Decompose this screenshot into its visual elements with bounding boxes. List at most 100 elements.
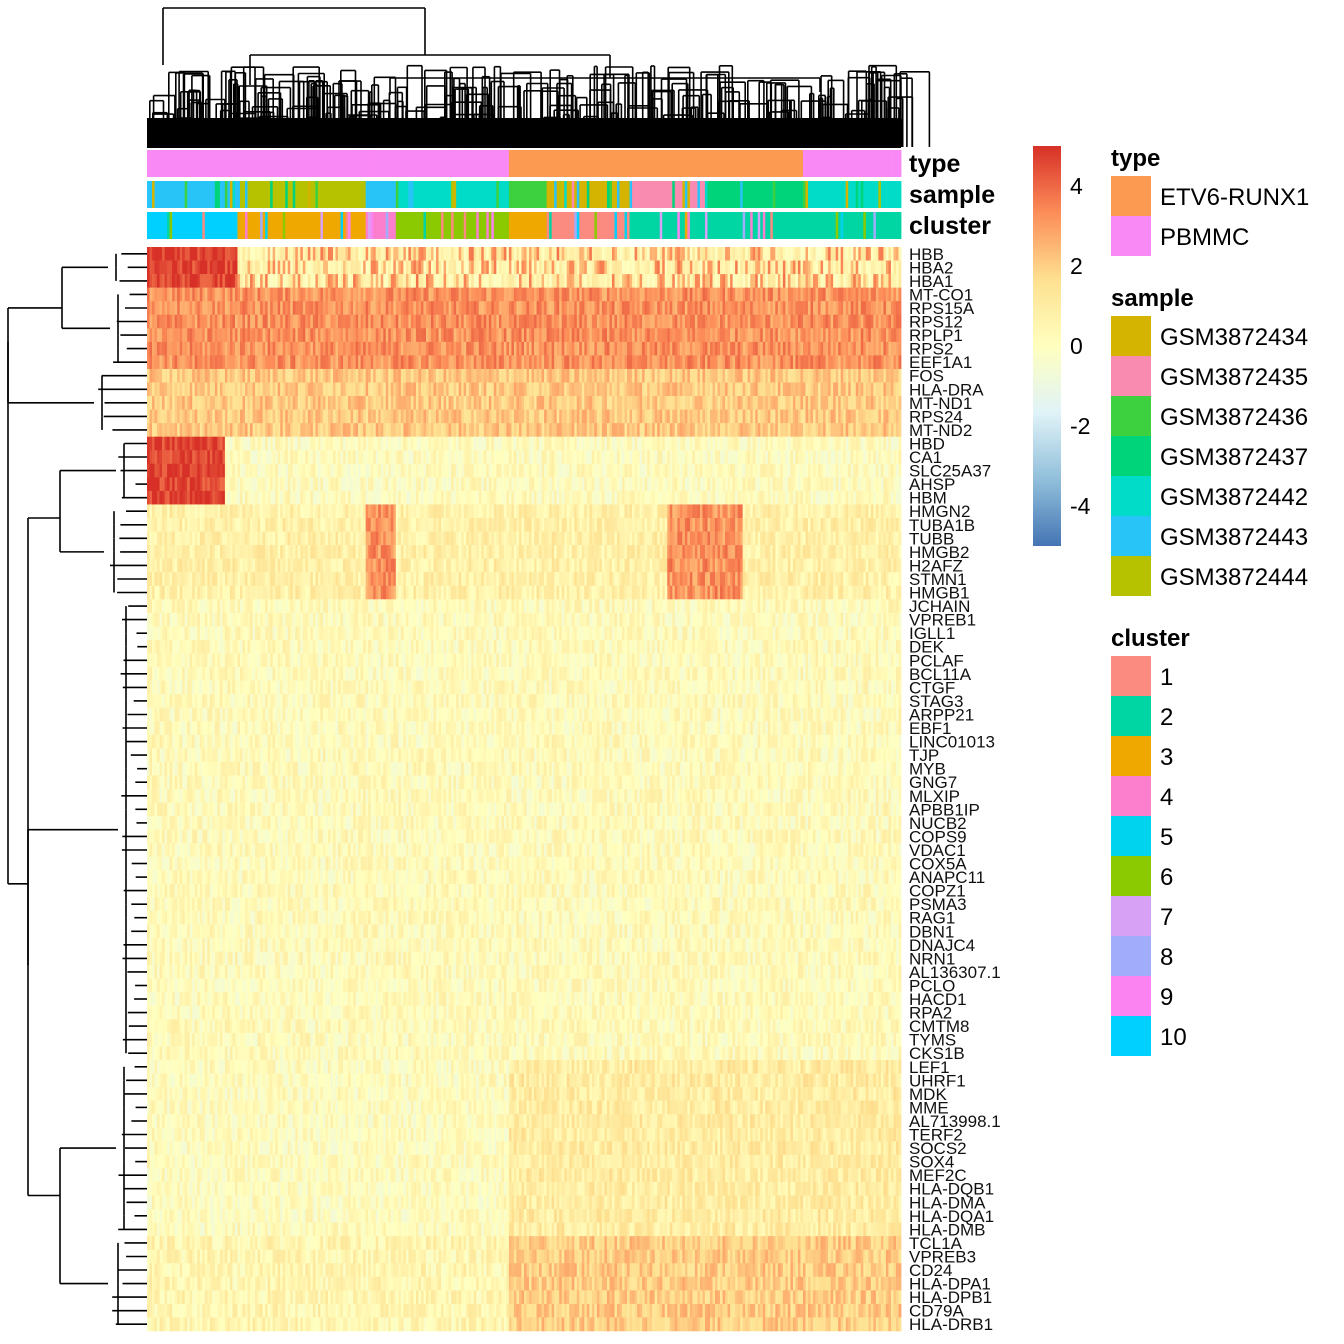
heatmap-cell [265,274,268,288]
heatmap-cell [831,288,834,302]
cluster-annotation-cell [828,212,831,239]
heatmap-cell [496,342,499,356]
cluster-annotation-cell [456,212,459,239]
heatmap-cell [622,328,625,342]
heatmap-cell [167,355,170,369]
heatmap-cell [775,315,778,329]
cluster-annotation-cell [675,212,678,239]
heatmap-cell [720,315,723,329]
heatmap-cell [846,328,849,342]
heatmap-cell [868,288,871,302]
heatmap-cell [323,247,326,261]
heatmap-cell [833,369,836,383]
heatmap-cell [592,328,595,342]
heatmap-cell [310,369,313,383]
sample-annotation-cell [328,181,331,208]
cluster-annotation-cell [893,212,896,239]
heatmap-cell [165,355,168,369]
heatmap-cell [408,315,411,329]
heatmap-cell [627,383,630,397]
heatmap-cell [813,274,816,288]
sample-annotation-cell [243,181,246,208]
heatmap-cell [444,355,447,369]
heatmap-cell [534,274,537,288]
sample-annotation-cell [439,181,442,208]
heatmap-cell [700,301,703,315]
type-annotation-cell [403,150,406,177]
heatmap-cell [710,342,713,356]
sample-annotation-cell [212,181,215,208]
heatmap-cell [645,369,648,383]
type-annotation-cell [805,150,808,177]
heatmap-cell [348,342,351,356]
heatmap-cell [831,369,834,383]
cluster-annotation-cell [730,212,733,239]
heatmap-cell [793,288,796,302]
heatmap-cell [456,301,459,315]
heatmap-cell [861,328,864,342]
heatmap-cell [393,274,396,288]
heatmap-cell [589,301,592,315]
heatmap-cell [532,301,535,315]
heatmap-cell [459,247,462,261]
heatmap-cell [476,301,479,315]
heatmap-cell [376,261,379,275]
heatmap-cell [635,369,638,383]
heatmap-cell [748,342,751,356]
heatmap-cell [187,328,190,342]
cluster-annotation-cell [288,212,291,239]
heatmap-cell [373,369,376,383]
heatmap-cell [853,328,856,342]
heatmap-cell [861,247,864,261]
heatmap-cell [765,301,768,315]
heatmap-cell [790,315,793,329]
type-annotation-cell [210,150,213,177]
sample-annotation-cell [529,181,532,208]
heatmap-cell [182,328,185,342]
sample-annotation-cell [579,181,582,208]
sample-annotation-cell [506,181,509,208]
heatmap-cell [539,247,542,261]
heatmap-cell [403,369,406,383]
sample-annotation-cell [562,181,565,208]
heatmap-cell [310,274,313,288]
heatmap-cell [778,355,781,369]
heatmap-cell [853,355,856,369]
type-annotation-cell [760,150,763,177]
sample-annotation-cell [253,181,256,208]
heatmap-cell [486,383,489,397]
heatmap-cell [592,261,595,275]
cluster-annotation-cell [851,212,854,239]
heatmap-cell [521,342,524,356]
heatmap-cell [275,274,278,288]
cluster-annotation-cell [240,212,243,239]
heatmap-cell [713,288,716,302]
heatmap-cell [579,342,582,356]
heatmap-cell [195,274,198,288]
type-annotation-cell [778,150,781,177]
heatmap-cell [258,369,261,383]
heatmap-cell [785,355,788,369]
heatmap-cell [416,342,419,356]
heatmap-cell [486,288,489,302]
heatmap-cell [197,288,200,302]
cluster-annotation-cell [388,212,391,239]
heatmap-cell [760,342,763,356]
sample-annotation-cell [584,181,587,208]
heatmap-cell [604,328,607,342]
heatmap-cell [702,274,705,288]
heatmap-cell [268,301,271,315]
type-annotation-cell [702,150,705,177]
heatmap-cell [730,301,733,315]
heatmap-cell [657,288,660,302]
sample-annotation-cell [396,181,399,208]
heatmap-cell [240,301,243,315]
sample-annotation-cell [735,181,738,208]
heatmap-cell [165,261,168,275]
heatmap-cell [195,315,198,329]
heatmap-cell [632,315,635,329]
type-annotation-cell [160,150,163,177]
heatmap-cell [243,247,246,261]
heatmap-cell [237,369,240,383]
heatmap-cell [358,315,361,329]
